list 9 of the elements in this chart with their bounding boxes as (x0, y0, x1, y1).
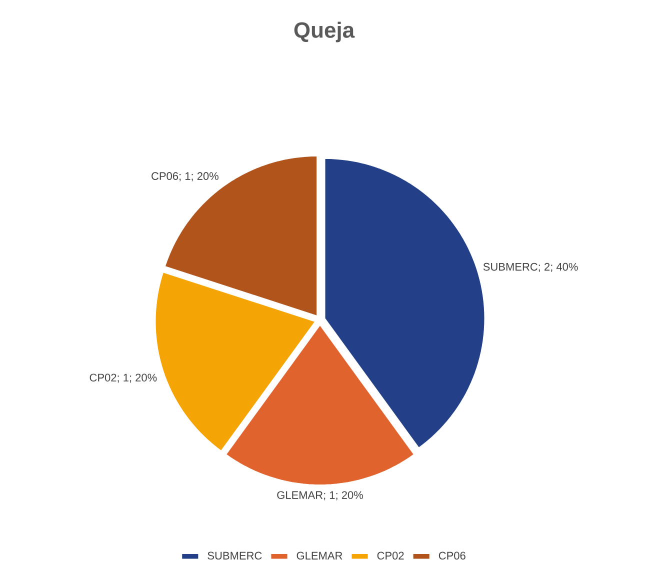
legend-label: SUBMERC (208, 552, 262, 560)
data-label: CP02; 1; 20% (90, 374, 157, 383)
data-label: CP06; 1; 20% (152, 172, 218, 182)
chart-title: Queja (294, 22, 355, 42)
legend-label: GLEMAR (296, 552, 342, 560)
legend-label: CP06 (438, 552, 466, 560)
data-label: GLEMAR; 1; 20% (277, 491, 363, 500)
legend-label: CP02 (377, 552, 404, 560)
data-label: SUBMERC; 2; 40% (483, 262, 578, 272)
